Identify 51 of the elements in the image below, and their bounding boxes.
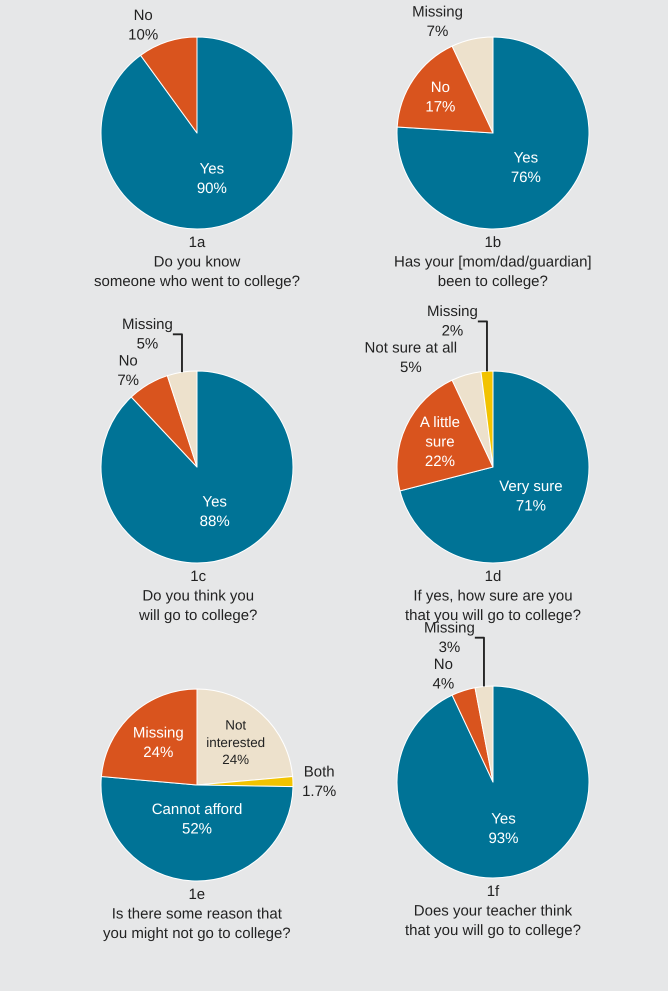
text: Do you know someone who went to college? (94, 254, 300, 290)
data-label: 93% (488, 830, 518, 848)
pie-slice (100, 370, 294, 564)
data-label: 22% (424, 453, 455, 470)
text: Has your [mom/dad/guardian] been to college? (394, 254, 592, 290)
slice-label: No (430, 78, 450, 96)
text: 1f (486, 883, 500, 900)
text: 1d (484, 568, 502, 585)
data-label: 17% (425, 98, 456, 116)
data-label: 24% (143, 744, 174, 761)
data-label: 90% (196, 180, 227, 197)
slice-label: Missing (122, 316, 173, 334)
data-label: 1.7% (302, 782, 336, 800)
data-label: 7% (426, 23, 448, 40)
data-label: 88% (200, 512, 230, 530)
slice-label: Cannot afford (152, 801, 242, 818)
data-label: 5% (136, 336, 158, 353)
slice-label: Yes (202, 493, 227, 510)
slice-label: Yes (514, 150, 538, 167)
text: Do you think you will go to college? (138, 588, 258, 624)
text: 1e (188, 886, 206, 903)
text: Is there some reason that you might not go to college? (103, 906, 291, 942)
text: 1b (484, 234, 502, 251)
data-label: 2% (442, 322, 464, 340)
data-label: 52% (182, 820, 212, 838)
text: 1c (190, 568, 207, 585)
slice-label: No (434, 656, 453, 673)
data-label: 5% (400, 359, 422, 376)
slice-label: Both (304, 763, 335, 780)
slice-label: Yes (491, 810, 516, 828)
slice-label: No (118, 352, 138, 370)
pie-slice (396, 36, 590, 230)
data-label: 10% (128, 26, 158, 44)
text: Does your teacher think that you will go to college? (405, 902, 581, 939)
slice-label: Yes (200, 160, 224, 178)
slice-label: Missing (132, 724, 184, 742)
data-label: 76% (510, 169, 541, 186)
slice-label: Very sure (499, 478, 563, 496)
slice-label: Not sure at all (364, 340, 458, 357)
data-label: 7% (117, 372, 140, 390)
data-label: 4% (432, 675, 454, 692)
data-label: 24% (222, 752, 250, 768)
slice-label: No (134, 6, 153, 24)
data-label: 3% (438, 638, 460, 656)
slice-label: A little sure (420, 414, 460, 451)
pie-slice (400, 370, 590, 564)
text: 1a (188, 234, 206, 251)
slice-label: Missing (426, 303, 478, 320)
data-label: 71% (516, 498, 546, 515)
slice-label: Not interested (206, 717, 266, 750)
slice-label: Missing (412, 4, 463, 21)
